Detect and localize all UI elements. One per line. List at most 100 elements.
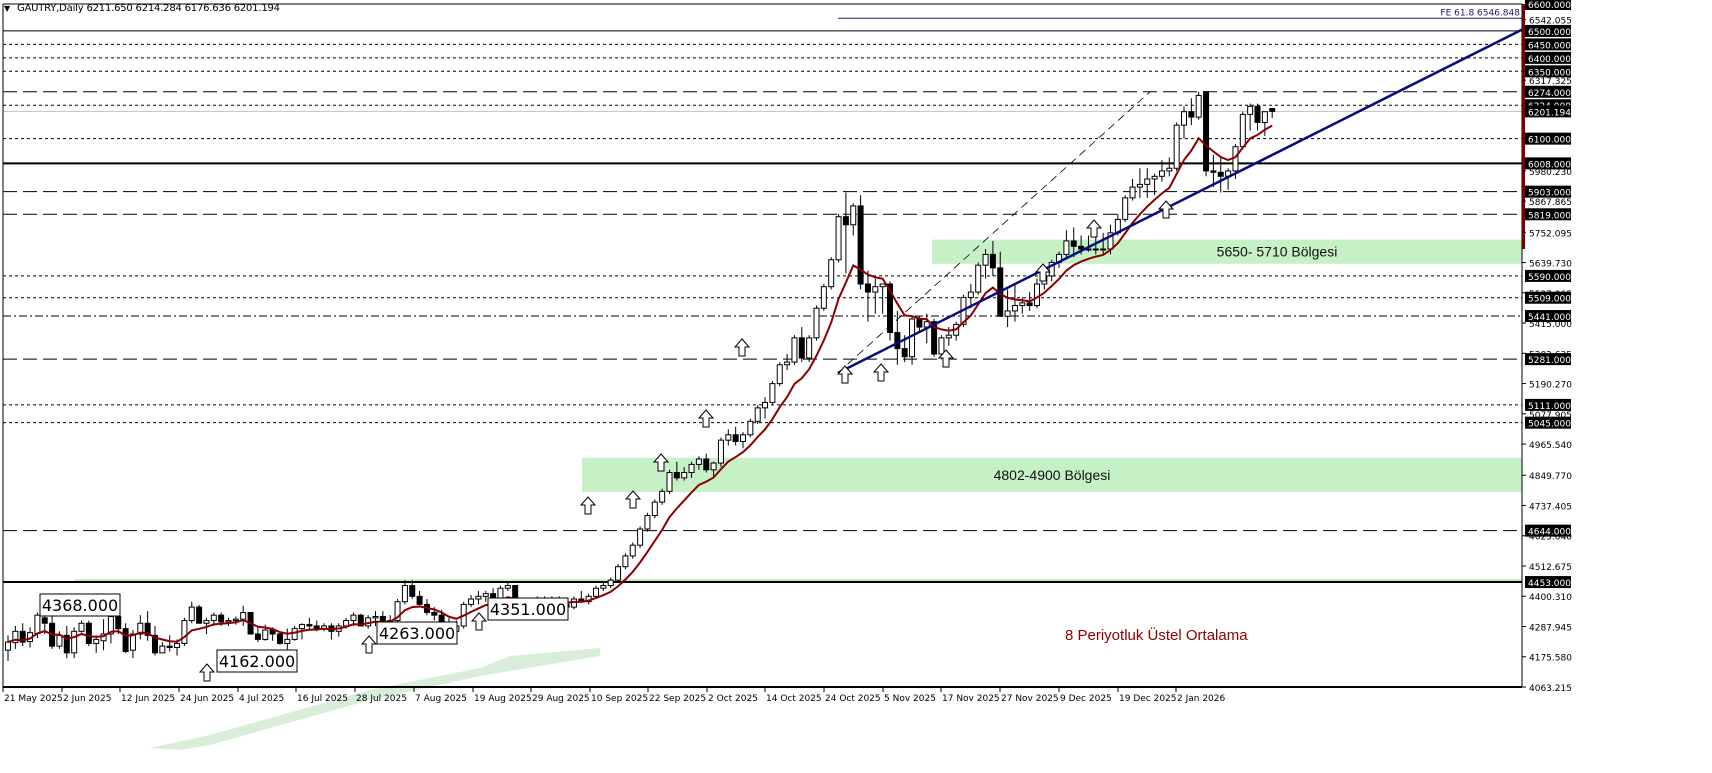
candle bbox=[850, 203, 857, 236]
x-tick-label: 5 Nov 2025 bbox=[884, 694, 936, 704]
up-arrow-icon bbox=[579, 496, 597, 515]
candle bbox=[1122, 195, 1129, 223]
candle bbox=[857, 195, 864, 290]
candle bbox=[1254, 103, 1261, 131]
candle bbox=[666, 469, 673, 495]
candle bbox=[644, 512, 651, 532]
x-tick-label: 24 Oct 2025 bbox=[825, 694, 881, 704]
bullish-candle-body bbox=[504, 585, 511, 589]
candle bbox=[989, 240, 996, 276]
candle bbox=[651, 499, 658, 519]
level-price-label: 6450.000 bbox=[1528, 41, 1571, 51]
y-tick-label: 4625.040 bbox=[1529, 533, 1572, 543]
candle bbox=[975, 262, 982, 295]
candle bbox=[982, 249, 989, 279]
candle bbox=[335, 623, 342, 637]
bullish-candle-body bbox=[1122, 197, 1129, 220]
bullish-candle-body bbox=[1195, 95, 1202, 118]
y-tick-label: 4287.945 bbox=[1529, 623, 1572, 633]
bullish-candle-body bbox=[1063, 240, 1070, 255]
level-price-tag bbox=[1525, 353, 1571, 366]
candle bbox=[1181, 106, 1187, 139]
bullish-candle-body bbox=[1166, 167, 1173, 172]
bullish-candle-body bbox=[835, 216, 842, 261]
bullish-candle-body bbox=[468, 598, 475, 605]
dropdown-triangle-icon[interactable]: ▼ bbox=[4, 4, 10, 13]
bearish-candle-body bbox=[894, 331, 901, 350]
up-arrow-icon bbox=[836, 365, 854, 384]
bearish-candle-body bbox=[313, 625, 320, 630]
level-price-tag bbox=[1525, 291, 1571, 304]
bullish-candle-body bbox=[1129, 186, 1136, 199]
level-price-tag bbox=[1525, 398, 1571, 411]
ema-line[interactable] bbox=[7, 124, 1273, 644]
level-price-tag bbox=[1525, 85, 1571, 98]
bullish-candle-body bbox=[740, 434, 746, 443]
x-tick-label: 28 Jul 2025 bbox=[356, 694, 407, 704]
candle bbox=[1063, 230, 1070, 258]
level-price-label: 5590.000 bbox=[1528, 273, 1571, 283]
level-price-label: 6400.000 bbox=[1528, 55, 1571, 65]
bullish-candle-body bbox=[107, 616, 114, 635]
candle bbox=[1166, 157, 1173, 177]
level-price-label: 5509.000 bbox=[1528, 295, 1571, 305]
candle bbox=[181, 617, 188, 647]
up-arrow-icon bbox=[937, 349, 955, 368]
support-zone bbox=[932, 239, 1522, 264]
bullish-candle-body bbox=[159, 645, 166, 654]
bearish-candle-body bbox=[276, 633, 283, 644]
bearish-candle-body bbox=[218, 614, 225, 623]
price-annotation-label: 4263.000 bbox=[379, 624, 455, 643]
x-tick-label: 16 Jul 2025 bbox=[297, 694, 348, 704]
bullish-candle-body bbox=[813, 307, 820, 339]
candle bbox=[254, 625, 261, 643]
y-tick-label: 4400.310 bbox=[1529, 593, 1572, 603]
bearish-candle-body bbox=[63, 634, 70, 654]
level-price-label: 5111.000 bbox=[1528, 402, 1571, 412]
channel-dashed-line[interactable] bbox=[837, 91, 1151, 374]
candle bbox=[673, 461, 680, 481]
bullish-candle-body bbox=[828, 259, 835, 288]
bullish-candle-body bbox=[93, 638, 100, 644]
level-price-label: 6274.000 bbox=[1528, 89, 1571, 99]
bullish-candle-body bbox=[1004, 310, 1011, 317]
bullish-candle-body bbox=[754, 407, 761, 422]
bullish-candle-body bbox=[945, 334, 952, 339]
candle bbox=[122, 623, 129, 653]
y-tick-label: 5415.000 bbox=[1529, 320, 1572, 330]
bullish-candle-body bbox=[129, 633, 136, 651]
chart-title: ▼ GAUTRY,Daily 6211.650 6214.284 6176.63… bbox=[4, 3, 280, 14]
level-price-tag bbox=[1525, 38, 1571, 51]
y-tick-label: 4849.770 bbox=[1529, 472, 1572, 482]
trendline[interactable] bbox=[837, 28, 1523, 374]
candle bbox=[615, 564, 622, 583]
up-arrow-icon bbox=[360, 635, 378, 654]
zone-edge bbox=[75, 579, 1522, 583]
bullish-candle-body bbox=[181, 620, 188, 644]
x-tick-label: 4 Jul 2025 bbox=[239, 694, 284, 704]
bullish-candle-body bbox=[791, 337, 798, 363]
candle bbox=[842, 192, 849, 274]
level-price-tag bbox=[1525, 132, 1571, 145]
x-tick-label: 22 Sep 2025 bbox=[649, 694, 706, 704]
candle bbox=[607, 577, 614, 589]
candle bbox=[681, 467, 688, 481]
candle bbox=[894, 310, 901, 365]
candle bbox=[769, 380, 776, 406]
candle bbox=[1195, 91, 1202, 120]
candle bbox=[813, 305, 820, 341]
candle bbox=[1129, 179, 1136, 201]
candle bbox=[240, 605, 247, 626]
bearish-candle-body bbox=[887, 283, 893, 333]
candle bbox=[710, 461, 717, 478]
bullish-candle-body bbox=[681, 471, 688, 479]
bullish-candle-body bbox=[651, 501, 658, 517]
bearish-candle-body bbox=[798, 337, 805, 359]
bullish-candle-body bbox=[137, 622, 144, 635]
candle bbox=[1004, 289, 1011, 328]
level-price-tag bbox=[1525, 416, 1571, 429]
candle bbox=[688, 461, 695, 478]
y-tick-label: 5639.730 bbox=[1529, 260, 1572, 270]
